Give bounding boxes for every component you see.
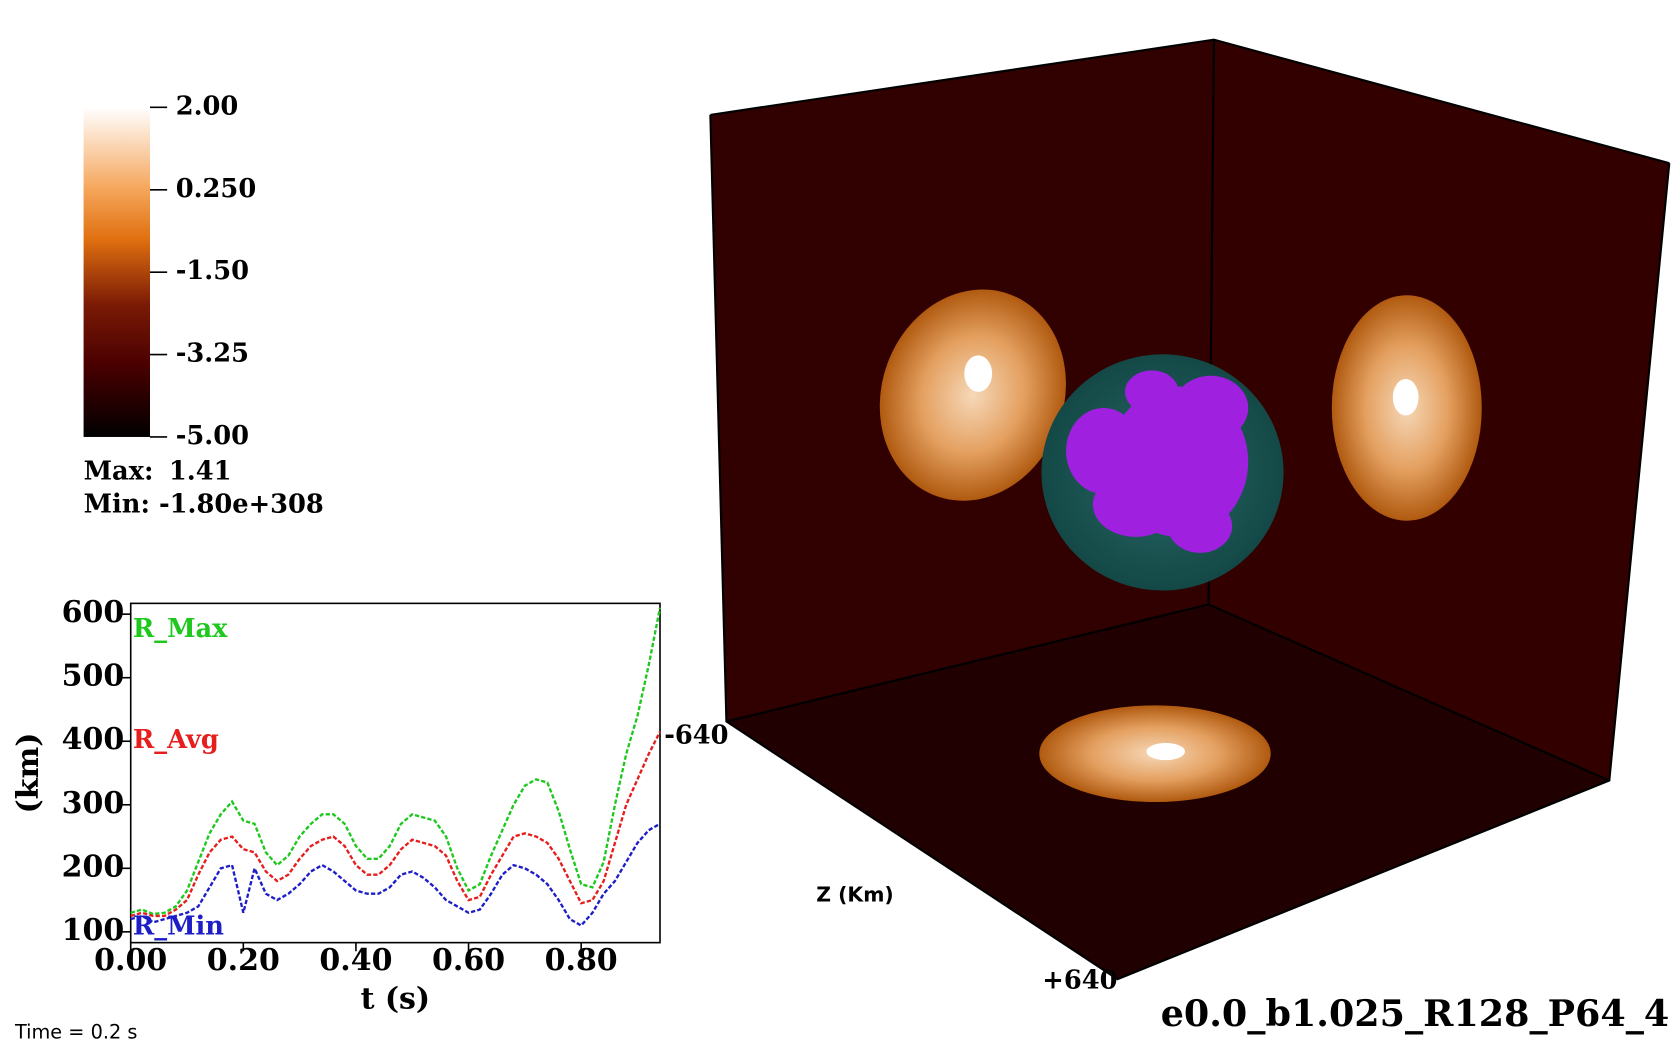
series-line [130, 822, 661, 927]
slice-hole [1392, 378, 1419, 416]
colorbar-label: 0.250 [176, 174, 257, 204]
colorbar-label: -3.25 [176, 339, 249, 369]
legend-entry: R_Max [133, 614, 228, 644]
time-label: Time = 0.2 s [14, 1020, 137, 1043]
legend-entry: R_Min [133, 912, 224, 942]
y-axis-label: (km) [11, 732, 46, 813]
series-line [130, 607, 662, 916]
max-label: Max: 1.41 [84, 456, 232, 486]
slice-left [879, 289, 1066, 501]
series-line [130, 731, 662, 918]
slice-hole [1146, 742, 1185, 761]
slice-hole [964, 355, 993, 392]
colorbar-label: -5.00 [176, 421, 249, 451]
legend-entry: R_Avg [133, 725, 219, 755]
y-tick-label: 500 [62, 659, 125, 694]
y-tick-label: 300 [62, 786, 125, 821]
z-tick: +640 [1042, 965, 1117, 995]
x-axis-label: t (s) [361, 982, 431, 1017]
run-name: e0.0_b1.025_R128_P64_4 [1161, 992, 1670, 1035]
y-tick-label: 600 [62, 595, 125, 630]
x-tick-label: 0.20 [207, 943, 280, 978]
max-caption: Max: [84, 456, 154, 486]
x-tick-label: 0.60 [432, 943, 505, 978]
colorbar-label: 2.00 [176, 91, 239, 121]
colorbar-label: -1.50 [176, 256, 249, 286]
max-value: 1.41 [169, 456, 232, 486]
plot-area [129, 602, 661, 944]
y-tick-label: 400 [62, 722, 125, 757]
z-tick: -640 [664, 720, 728, 750]
colorbar [83, 107, 150, 437]
z-axis-label: Z (Km) [816, 882, 893, 906]
x-tick-label: 0.00 [94, 943, 167, 978]
x-tick-label: 0.40 [319, 943, 392, 978]
x-tick-label: 0.80 [545, 943, 618, 978]
min-value: -1.80e+308 [159, 490, 324, 520]
plumes [1066, 370, 1249, 553]
y-tick-label: 200 [62, 849, 125, 884]
min-caption: Min: [84, 490, 150, 520]
y-tick-label: 100 [62, 913, 125, 948]
min-label: Min: -1.80e+308 [84, 490, 324, 520]
